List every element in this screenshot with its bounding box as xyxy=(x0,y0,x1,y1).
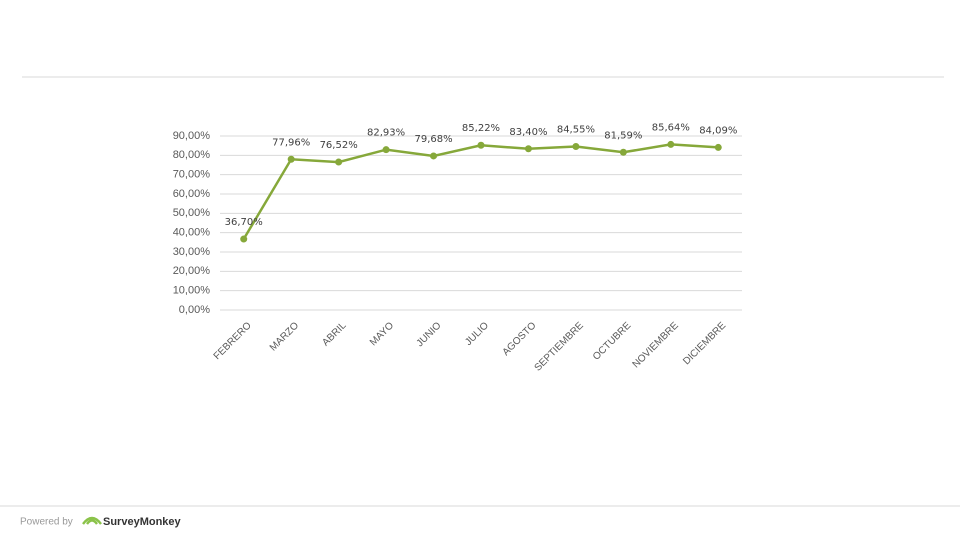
powered-by: Powered by xyxy=(20,517,73,528)
data-point xyxy=(477,141,485,149)
x-tick-label: OCTUBRE xyxy=(591,320,634,363)
y-tick-label: 70,00% xyxy=(173,169,211,181)
y-tick-label: 80,00% xyxy=(173,149,211,161)
x-tick-label: NOVIEMBRE xyxy=(631,320,681,370)
y-tick-label: 30,00% xyxy=(173,246,211,258)
data-label: 81,59% xyxy=(604,130,642,141)
data-point xyxy=(335,158,343,166)
brand: SurveyMonkey xyxy=(103,516,182,528)
x-tick-label: JUNIO xyxy=(415,320,444,349)
y-tick-label: 40,00% xyxy=(173,227,211,239)
y-tick-label: 20,00% xyxy=(173,265,211,277)
x-tick-label: DICIEMBRE xyxy=(681,320,728,367)
data-point xyxy=(667,140,675,148)
data-label: 85,22% xyxy=(462,123,500,134)
data-label: 85,64% xyxy=(652,122,690,133)
data-point xyxy=(619,148,627,156)
data-label: 84,09% xyxy=(699,125,737,136)
y-tick-label: 60,00% xyxy=(173,188,211,200)
data-label: 82,93% xyxy=(367,128,405,139)
data-point xyxy=(287,155,295,163)
data-point xyxy=(240,235,248,243)
data-label: 36,70% xyxy=(225,217,263,228)
x-tick-label: MAYO xyxy=(368,320,396,348)
x-tick-label: MARZO xyxy=(268,320,301,353)
y-tick-label: 10,00% xyxy=(173,285,211,297)
data-label: 83,40% xyxy=(509,127,547,138)
data-label: 77,96% xyxy=(272,137,310,148)
y-tick-label: 0,00% xyxy=(179,304,210,316)
x-tick-label: JULIO xyxy=(463,320,491,348)
data-label: 76,52% xyxy=(320,140,358,151)
x-tick-label: ABRIL xyxy=(320,320,349,349)
data-label: 84,55% xyxy=(557,125,595,136)
data-point xyxy=(572,143,580,151)
data-point xyxy=(430,152,438,160)
y-tick-label: 50,00% xyxy=(173,207,211,219)
x-tick-label: AGOSTO xyxy=(501,320,539,358)
x-tick-label: SEPTIEMBRE xyxy=(533,320,587,374)
data-label: 79,68% xyxy=(414,134,452,145)
data-line xyxy=(242,143,719,240)
data-point xyxy=(714,143,722,151)
data-point xyxy=(382,146,390,154)
data-point xyxy=(524,145,532,153)
brand-logo xyxy=(82,516,102,525)
y-tick-label: 90,00% xyxy=(173,130,211,142)
x-tick-label: FEBRERO xyxy=(212,320,254,362)
